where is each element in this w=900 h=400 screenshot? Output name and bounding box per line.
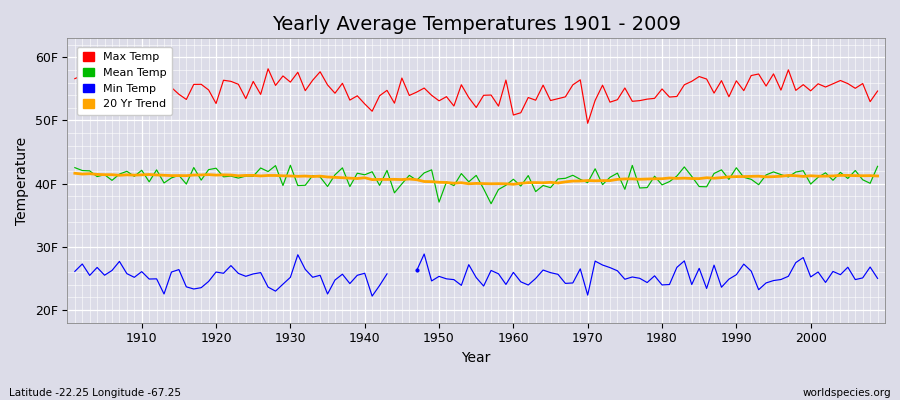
Text: Latitude -22.25 Longitude -67.25: Latitude -22.25 Longitude -67.25 bbox=[9, 388, 181, 398]
Legend: Max Temp, Mean Temp, Min Temp, 20 Yr Trend: Max Temp, Mean Temp, Min Temp, 20 Yr Tre… bbox=[77, 47, 172, 115]
Title: Yearly Average Temperatures 1901 - 2009: Yearly Average Temperatures 1901 - 2009 bbox=[272, 15, 680, 34]
Text: worldspecies.org: worldspecies.org bbox=[803, 388, 891, 398]
X-axis label: Year: Year bbox=[462, 351, 490, 365]
Y-axis label: Temperature: Temperature bbox=[15, 136, 29, 224]
